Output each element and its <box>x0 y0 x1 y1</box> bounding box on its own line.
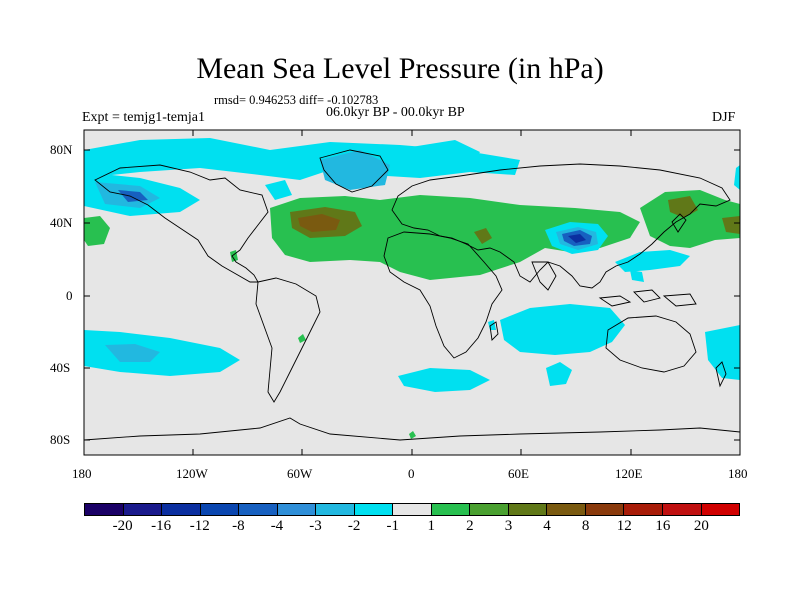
colorbar-label: -12 <box>189 518 210 534</box>
colorbar-label: -2 <box>347 518 361 534</box>
anomaly-patch <box>615 250 690 272</box>
anomaly-patch <box>500 304 625 355</box>
anomaly-patch <box>298 214 340 232</box>
colorbar-label: 20 <box>693 518 709 534</box>
anomaly-patch <box>474 228 492 244</box>
anomaly-patch <box>84 330 240 376</box>
colorbar-swatch <box>585 504 625 515</box>
anomaly-patch <box>320 150 390 190</box>
colorbar-swatch <box>123 504 163 515</box>
colorbar-swatch <box>470 504 509 515</box>
anomaly-patch <box>105 344 160 362</box>
colorbar-label: 4 <box>543 518 551 534</box>
anomaly-patch <box>705 325 740 380</box>
colorbar-swatch <box>316 504 355 515</box>
anomaly-patch <box>270 195 640 280</box>
map-background <box>84 130 740 455</box>
coastlines <box>84 149 740 441</box>
colorbar <box>84 503 740 516</box>
lat-label: 80N <box>50 142 73 157</box>
colorbar-swatch <box>200 504 240 515</box>
stats-line: rmsd= 0.946253 diff= -0.102783 <box>214 93 379 107</box>
anomaly-patch <box>405 140 480 170</box>
colorbar-label: -20 <box>112 518 133 534</box>
colorbar-label: -8 <box>232 518 245 534</box>
axis-ticks <box>83 130 741 455</box>
colorbar-swatch <box>701 504 740 515</box>
lon-label: 60E <box>508 466 529 481</box>
colorbar-label: 3 <box>504 518 513 534</box>
figure-title: Mean Sea Level Pressure (in hPa) <box>196 52 604 85</box>
colorbar-label: 1 <box>427 518 436 534</box>
anomaly-patch <box>298 334 306 343</box>
colorbar-labels: -20 -16 -12 -8 -4 -3 -2 -1 1 2 3 4 8 12 16 20 <box>84 518 740 538</box>
colorbar-swatch <box>354 504 394 515</box>
colorbar-swatch <box>393 504 432 515</box>
colorbar-swatch <box>624 504 663 515</box>
colorbar-label: -1 <box>386 518 399 534</box>
colorbar-label: 16 <box>655 518 671 534</box>
lon-label: 120W <box>176 466 208 481</box>
colorbar-label: 12 <box>616 518 632 534</box>
lon-label: 60W <box>287 466 313 481</box>
colorbar-swatch <box>662 504 702 515</box>
lon-label: 120E <box>615 466 643 481</box>
anomaly-patch <box>409 431 416 439</box>
anomaly-patch <box>668 196 698 218</box>
lat-label: 40N <box>50 215 73 230</box>
colorbar-swatch <box>277 504 317 515</box>
lon-label: 180 <box>72 466 92 481</box>
lat-label: 40S <box>50 360 71 375</box>
colorbar-swatch <box>162 504 201 515</box>
colorbar-swatch <box>547 504 586 515</box>
colorbar-label: -16 <box>151 518 172 534</box>
anomaly-patch <box>722 216 740 234</box>
period-label: 06.0kyr BP - 00.0kyr BP <box>326 105 465 120</box>
anomaly-patch <box>630 270 644 282</box>
colorbar-swatch <box>431 504 471 515</box>
anomaly-patch <box>640 190 740 248</box>
anomaly-patch <box>118 190 148 202</box>
lon-label: 0 <box>408 466 415 481</box>
anomaly-patch <box>84 216 110 246</box>
colorbar-swatch <box>239 504 278 515</box>
lon-label: 180 <box>728 466 748 481</box>
colorbar-label: -4 <box>270 518 284 534</box>
anomaly-patch <box>568 234 586 243</box>
anomaly-patch <box>398 368 490 392</box>
anomaly-patch <box>546 362 572 386</box>
lat-label: 80S <box>50 432 71 447</box>
experiment-label: Expt = temjg1-temja1 <box>82 110 205 125</box>
colorbar-swatch <box>508 504 548 515</box>
anomaly-patch <box>734 165 740 190</box>
colorbar-label: 8 <box>581 518 590 534</box>
anomaly-fields <box>84 138 740 441</box>
colorbar-label: -3 <box>309 518 322 534</box>
season-label: DJF <box>712 110 736 125</box>
lat-label: 0 <box>66 288 73 303</box>
anomaly-patch <box>265 180 292 200</box>
colorbar-swatch <box>85 504 124 515</box>
colorbar-label: 2 <box>466 518 474 534</box>
